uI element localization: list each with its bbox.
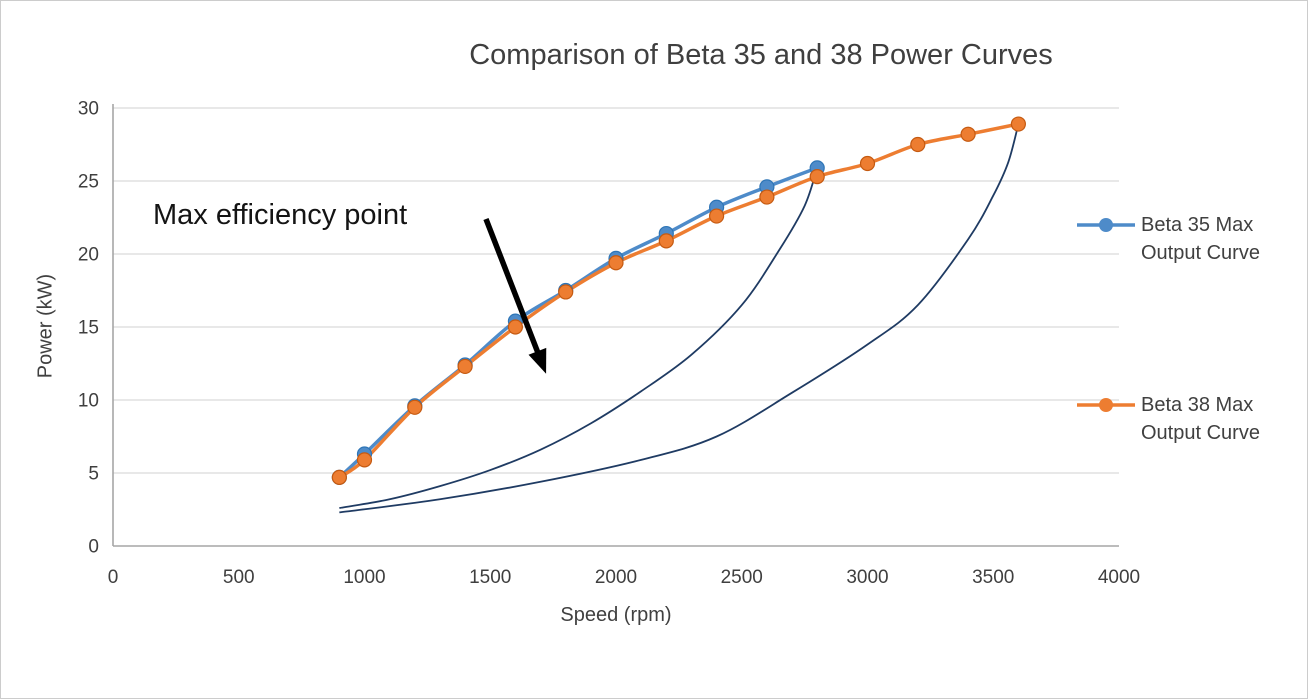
data-point-marker-series-1 — [910, 136, 926, 153]
data-point-marker-series-1 — [809, 169, 825, 185]
x-tick-label: 2000 — [595, 567, 637, 588]
legend-item-beta-38: Beta 38 Max Output Curve — [1075, 391, 1260, 447]
x-tick-label: 3500 — [972, 567, 1014, 588]
data-point-marker-series-1 — [960, 126, 976, 142]
legend-label-line2: Output Curve — [1141, 422, 1260, 444]
data-point-marker-series-1 — [759, 189, 775, 205]
legend-swatch-beta-35 — [1075, 215, 1137, 240]
y-tick-label: 15 — [78, 318, 99, 339]
y-axis-title: Power (kW) — [34, 273, 57, 379]
x-tick-label: 0 — [108, 567, 119, 588]
propeller-demand-curve-beta-35 — [339, 167, 819, 509]
x-tick-label: 1000 — [343, 567, 385, 588]
annotation-arrow-head — [528, 347, 547, 374]
data-point-marker-series-1 — [457, 358, 473, 375]
series-line-1 — [337, 122, 1021, 480]
legend-label-line1: Beta 35 Max — [1141, 214, 1254, 236]
data-point-marker-series-1 — [708, 208, 725, 224]
x-axis-title: Speed (rpm) — [560, 604, 672, 626]
x-tick-label: 1500 — [469, 567, 511, 588]
annotation-arrow-shaft — [483, 217, 542, 357]
data-point-marker-series-1 — [859, 155, 876, 172]
x-tick-label: 3000 — [846, 567, 888, 588]
propeller-demand-curve-beta-38 — [339, 123, 1020, 514]
legend-label-beta-35: Beta 35 Max Output Curve — [1141, 211, 1260, 267]
data-point-marker-series-1 — [1010, 116, 1027, 132]
data-point-marker-series-1 — [331, 469, 347, 485]
x-tick-label: 2500 — [721, 567, 763, 588]
legend-label-line2: Output Curve — [1141, 242, 1260, 264]
y-tick-label: 30 — [78, 99, 99, 120]
x-tick-label: 500 — [223, 567, 255, 588]
data-point-marker-series-1 — [608, 255, 624, 271]
data-point-marker-series-1 — [407, 399, 423, 415]
data-point-marker-series-1 — [356, 452, 373, 468]
x-tick-label: 4000 — [1098, 567, 1140, 588]
y-tick-label: 10 — [78, 391, 99, 412]
legend-label-beta-38: Beta 38 Max Output Curve — [1141, 391, 1260, 447]
data-point-marker-series-1 — [658, 233, 674, 249]
legend-swatch-beta-38 — [1075, 395, 1137, 420]
data-point-marker-series-1 — [507, 319, 524, 335]
y-tick-label: 5 — [88, 464, 99, 485]
legend-label-line1: Beta 38 Max — [1141, 394, 1254, 416]
y-tick-label: 20 — [78, 245, 99, 266]
chart-title: Comparison of Beta 35 and 38 Power Curve… — [469, 39, 1053, 71]
legend-item-beta-35: Beta 35 Max Output Curve — [1075, 211, 1260, 267]
y-tick-label: 25 — [78, 172, 99, 193]
y-tick-label: 0 — [88, 537, 99, 558]
annotation-max-efficiency-label: Max efficiency point — [153, 199, 408, 231]
data-point-marker-series-1 — [558, 284, 574, 300]
